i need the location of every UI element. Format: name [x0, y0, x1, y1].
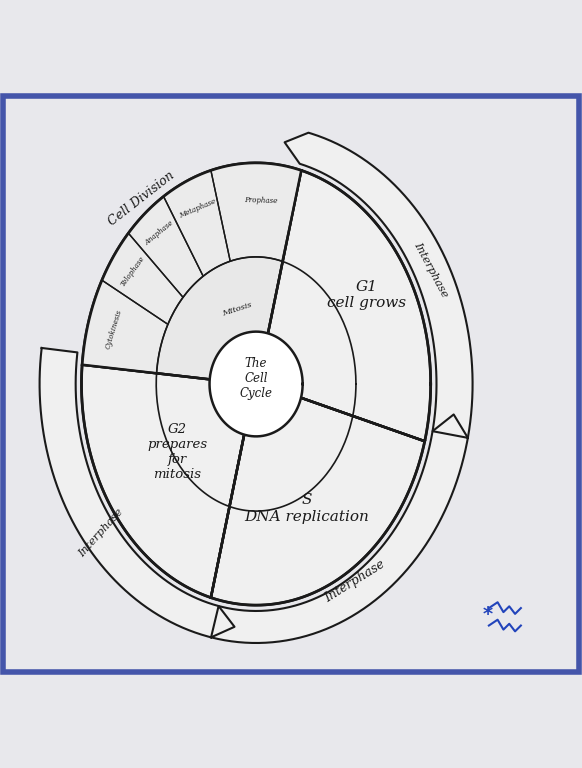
Polygon shape: [82, 280, 168, 373]
Text: S
DNA replication: S DNA replication: [244, 494, 369, 524]
Text: *: *: [483, 604, 493, 624]
Text: The
Cell
Cycle: The Cell Cycle: [240, 356, 272, 399]
Polygon shape: [211, 415, 468, 643]
Text: G1
cell grows: G1 cell grows: [328, 280, 407, 310]
Polygon shape: [210, 332, 303, 436]
Text: Mitosis: Mitosis: [221, 300, 253, 318]
Polygon shape: [285, 133, 473, 438]
Polygon shape: [267, 170, 431, 442]
Text: Interphase: Interphase: [77, 507, 125, 559]
Polygon shape: [82, 163, 301, 380]
Polygon shape: [211, 163, 301, 261]
Text: Cell Division: Cell Division: [106, 168, 177, 228]
Polygon shape: [164, 170, 230, 276]
Polygon shape: [129, 197, 203, 297]
Polygon shape: [211, 396, 425, 605]
Polygon shape: [81, 365, 245, 598]
Text: Metaphase: Metaphase: [178, 197, 217, 220]
Text: G2
prepares
for
mitosis: G2 prepares for mitosis: [147, 422, 207, 481]
Text: Telophase: Telophase: [119, 254, 147, 288]
Text: Cytokinesis: Cytokinesis: [104, 308, 124, 350]
Text: Interphase: Interphase: [413, 240, 450, 300]
Text: Interphase: Interphase: [322, 558, 387, 605]
Polygon shape: [40, 348, 235, 637]
Polygon shape: [102, 233, 183, 324]
Text: Anaphase: Anaphase: [144, 219, 175, 247]
Text: Prophase: Prophase: [244, 196, 278, 205]
